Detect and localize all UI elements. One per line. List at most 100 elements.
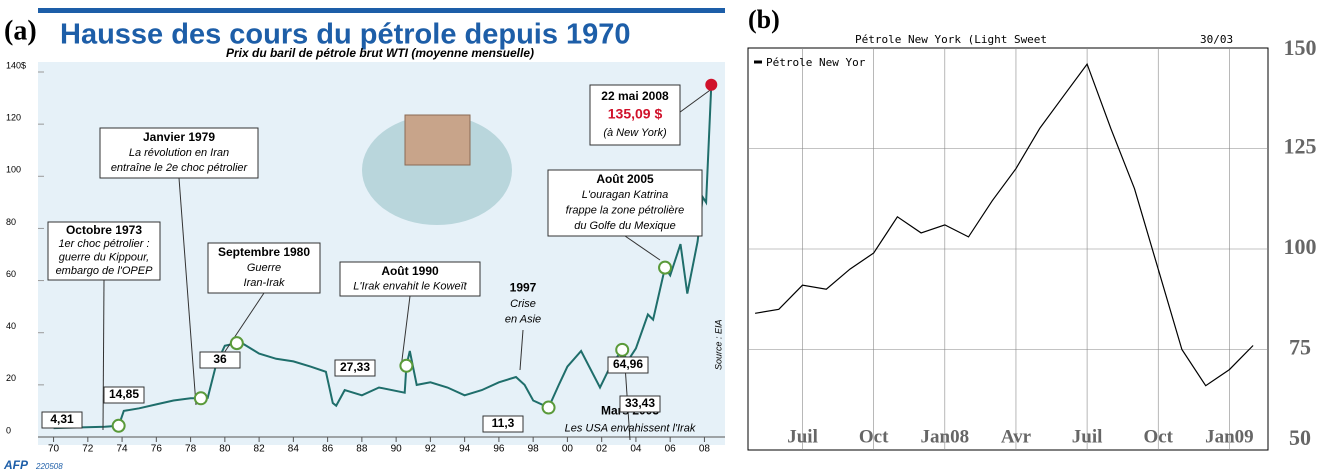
x-tick-label: 88 [356, 444, 368, 455]
annotation-pointer [624, 235, 661, 261]
value-label-box [619, 395, 661, 413]
x-tick-label: 90 [391, 444, 403, 455]
value-label-box [334, 359, 376, 377]
y-tick-label: 120 [6, 113, 21, 123]
y-tick-label: 100 [6, 165, 21, 175]
x-tick-label: 02 [596, 444, 608, 455]
platform-illustration [362, 115, 512, 225]
annotation-box [339, 261, 481, 297]
value-label: 135,09 $ [608, 106, 663, 122]
value-label: 27,33 [340, 360, 370, 374]
annotation-text: Guerre [247, 262, 281, 274]
annotation-text: Octobre 1973 [66, 223, 142, 237]
value-label: 33,43 [625, 396, 655, 410]
value-label: 36 [213, 352, 227, 366]
y-tick-label: 0 [6, 425, 11, 435]
value-label-box [482, 415, 524, 433]
annotation-text: embargo de l'OPEP [56, 265, 154, 277]
value-label-box [41, 411, 83, 429]
x-tick-label: Jan09 [1205, 426, 1254, 447]
x-tick-label: Juil [787, 426, 818, 447]
value-label-box [103, 386, 145, 404]
chart-title: Pétrole New York (Light Sweet [855, 33, 1047, 46]
value-label: 4,31 [50, 412, 74, 426]
annotation-text: frappe la zone pétrolière [566, 205, 685, 217]
x-tick-label: Jan08 [921, 426, 970, 447]
y-tick-label: 150 [1284, 35, 1317, 60]
legend-label: Pétrole New Yor [766, 56, 866, 69]
annotation-text: 1997 [510, 280, 537, 294]
x-ticks: Juil Oct Jan08 Avr Juil Oct Jan09 [787, 426, 1253, 447]
marker [229, 336, 244, 351]
marker [193, 391, 208, 406]
marker [705, 78, 718, 91]
value-label: 14,85 [109, 387, 139, 401]
marker [615, 342, 630, 357]
annotation-pointer [102, 279, 105, 431]
annotation-box [207, 242, 321, 294]
x-tick-label: 08 [699, 444, 711, 455]
annotation-text: 22 mai 2008 [601, 89, 669, 103]
code: 220508 [35, 462, 63, 471]
annotation-text: entraîne le 2e choc pétrolier [111, 162, 249, 174]
annotation-text: Septembre 1980 [218, 245, 310, 259]
x-tick-label: 00 [562, 444, 574, 455]
price-line [755, 62, 1254, 387]
annotation-text: Août 1990 [381, 264, 439, 278]
y-tick-label: 140$ [6, 60, 26, 70]
chart-title: Hausse des cours du pétrole depuis 1970 [60, 19, 631, 51]
x-tick-label: Avr [1001, 426, 1032, 447]
annotation-text: 1er choc pétrolier : [58, 238, 149, 250]
y-tick-label: 50 [1289, 425, 1311, 450]
annotation-pointer [178, 177, 197, 406]
marker [541, 400, 556, 415]
annotation-text: Août 2005 [596, 172, 654, 186]
annotation-text: L'ouragan Katrina [582, 189, 669, 201]
annotation-text: Iran-Irak [244, 277, 285, 289]
x-tick-label: 74 [117, 444, 129, 455]
y-tick-label: 20 [6, 373, 16, 383]
annotation-box [47, 221, 161, 281]
panel-label: (a) [4, 15, 37, 46]
annotation-text: Janvier 1979 [143, 130, 215, 144]
x-tick-label: 04 [630, 444, 642, 455]
y-tick-label: 80 [6, 217, 16, 227]
x-tick-label: 72 [82, 444, 94, 455]
x-tick-label: Oct [859, 426, 889, 447]
annotation-pointer [519, 329, 524, 371]
annotation-text: du Golfe du Mexique [574, 220, 676, 232]
annotation-text: en Asie [505, 314, 541, 326]
annotation-text: L'Irak envahit le Koweït [353, 280, 467, 292]
annotation-text: La révolution en Iran [129, 147, 229, 159]
y-tick-label: 60 [6, 269, 16, 279]
annotation-pointer [400, 295, 411, 369]
x-tick-label: 98 [528, 444, 540, 455]
source: Source : EIA [713, 319, 723, 370]
marker [111, 418, 126, 433]
y-tick-label: 125 [1284, 134, 1317, 159]
x-tick-label: 84 [288, 444, 300, 455]
x-tick-label: 82 [254, 444, 266, 455]
x-tick-label: 92 [425, 444, 437, 455]
x-tick-label: 86 [322, 444, 334, 455]
marker [399, 358, 414, 373]
y-tick-label: 40 [6, 321, 16, 331]
chart-date: 30/03 [1200, 33, 1233, 46]
value-label: 64,96 [613, 357, 643, 371]
platform-illustration [404, 114, 471, 166]
x-tick-label: 76 [151, 444, 163, 455]
annotation-text: guerre du Kippour, [59, 252, 150, 264]
x-tick-label: 94 [459, 444, 471, 455]
value-label-box [199, 351, 241, 369]
y-tick-label: 100 [1284, 234, 1317, 259]
marker [658, 260, 673, 275]
x-tick-label: Oct [1143, 426, 1173, 447]
x-tick-label: 70 [48, 444, 60, 455]
logo: AFP [3, 458, 29, 472]
annotation-text: Crise [510, 298, 536, 310]
annotation-box [99, 127, 259, 179]
annotation-box [589, 84, 681, 146]
title-bar [38, 8, 725, 13]
